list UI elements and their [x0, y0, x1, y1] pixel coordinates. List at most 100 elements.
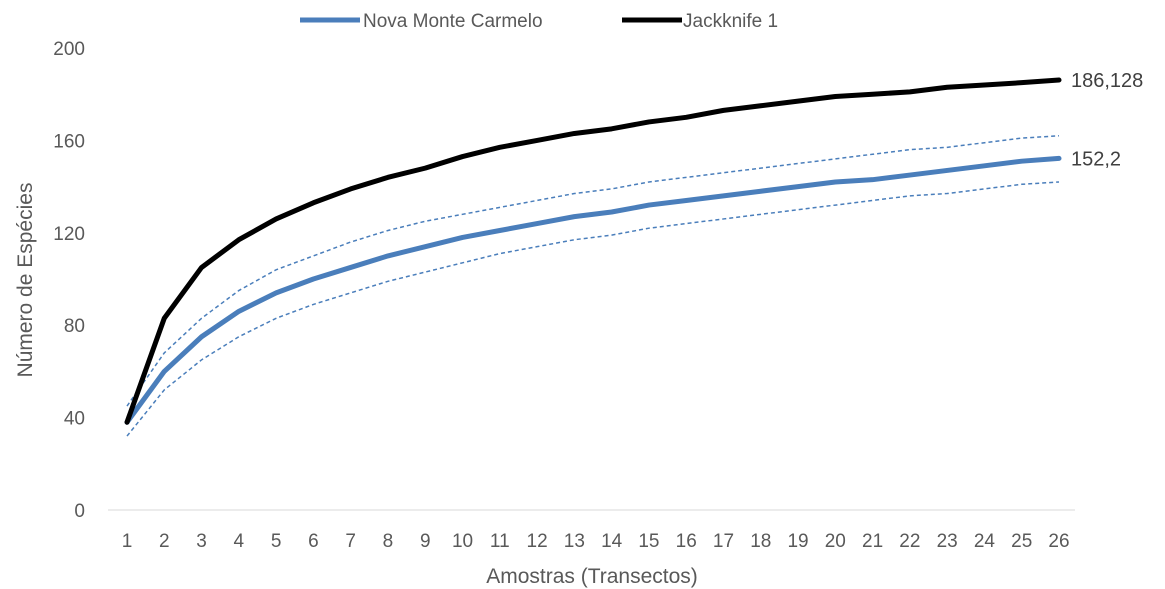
series-line-nova-monte-carmelo [124, 155, 1062, 425]
series-line-jackknife-1 [124, 77, 1062, 425]
data-point-jackknife-1 [1019, 80, 1024, 85]
x-tick-label: 22 [899, 531, 920, 552]
x-tick-label: 23 [937, 531, 958, 552]
data-point-jackknife-1 [982, 82, 987, 87]
data-series [124, 77, 1062, 425]
y-tick-label: 80 [64, 316, 85, 337]
data-point-nova-monte-carmelo [609, 210, 614, 215]
data-point-jackknife-1 [348, 186, 353, 191]
data-point-nova-monte-carmelo [1057, 156, 1062, 161]
data-point-nova-monte-carmelo [684, 198, 689, 203]
y-tick-label: 40 [64, 409, 85, 430]
data-point-nova-monte-carmelo [982, 163, 987, 168]
legend-label-jackknife-1: Jackknife 1 [683, 11, 778, 32]
data-point-nova-monte-carmelo [796, 184, 801, 189]
data-point-nova-monte-carmelo [758, 189, 763, 194]
data-point-jackknife-1 [870, 92, 875, 97]
y-axis-title: Número de Espécies [14, 183, 37, 378]
y-axis-tick-labels: 0 40 80 120 160 200 [53, 39, 85, 522]
data-point-nova-monte-carmelo [385, 253, 390, 258]
x-tick-label: 2 [159, 531, 170, 552]
x-axis-tick-labels: 1 2 3 4 5 6 7 8 9 10 11 12 13 14 15 16 17 18 19 20 21 22 23 24 2… [122, 531, 1070, 552]
data-point-jackknife-1 [796, 99, 801, 104]
x-tick-label: 25 [1011, 531, 1032, 552]
data-point-jackknife-1 [385, 175, 390, 180]
x-tick-label: 10 [452, 531, 473, 552]
data-point-jackknife-1 [236, 237, 241, 242]
y-tick-label: 200 [53, 39, 85, 60]
data-point-jackknife-1 [721, 108, 726, 113]
x-tick-label: 19 [787, 531, 808, 552]
data-point-nova-monte-carmelo [162, 369, 167, 374]
x-tick-label: 9 [420, 531, 431, 552]
data-point-nova-monte-carmelo [870, 177, 875, 182]
data-point-jackknife-1 [274, 216, 279, 221]
data-point-nova-monte-carmelo [535, 221, 540, 226]
x-tick-label: 12 [527, 531, 548, 552]
end-value-labels: 152,2 186,128 [1071, 70, 1143, 170]
end-label-jackknife-1: 186,128 [1071, 70, 1143, 92]
x-tick-label: 15 [638, 531, 659, 552]
data-point-jackknife-1 [162, 316, 167, 321]
y-tick-label: 160 [53, 131, 85, 152]
x-tick-label: 16 [676, 531, 697, 552]
x-tick-label: 7 [345, 531, 356, 552]
data-point-jackknife-1 [758, 103, 763, 108]
legend: Nova Monte Carmelo Jackknife 1 [300, 11, 778, 32]
x-tick-label: 8 [383, 531, 394, 552]
x-tick-label: 13 [564, 531, 585, 552]
x-tick-label: 11 [490, 531, 510, 552]
x-tick-label: 5 [271, 531, 282, 552]
data-point-nova-monte-carmelo [236, 309, 241, 314]
legend-label-nova-monte-carmelo: Nova Monte Carmelo [363, 11, 543, 32]
data-point-jackknife-1 [311, 200, 316, 205]
x-tick-label: 18 [750, 531, 771, 552]
data-point-jackknife-1 [945, 85, 950, 90]
confidence-band-lower-line [126, 181, 1060, 437]
end-label-nova-monte-carmelo: 152,2 [1071, 148, 1121, 170]
data-point-nova-monte-carmelo [833, 179, 838, 184]
data-point-jackknife-1 [199, 265, 204, 270]
data-point-jackknife-1 [646, 119, 651, 124]
data-point-jackknife-1 [907, 89, 912, 94]
data-point-nova-monte-carmelo [721, 193, 726, 198]
data-point-jackknife-1 [460, 154, 465, 159]
y-tick-label: 0 [74, 501, 85, 522]
x-tick-label: 1 [122, 531, 133, 552]
data-point-nova-monte-carmelo [311, 277, 316, 282]
x-tick-label: 14 [601, 531, 623, 552]
x-tick-label: 26 [1048, 531, 1069, 552]
data-point-nova-monte-carmelo [497, 228, 502, 233]
data-point-nova-monte-carmelo [907, 173, 912, 178]
data-point-nova-monte-carmelo [423, 244, 428, 249]
x-tick-label: 24 [974, 531, 996, 552]
x-tick-label: 3 [196, 531, 207, 552]
x-tick-label: 6 [308, 531, 319, 552]
x-tick-label: 21 [862, 531, 883, 552]
confidence-band-upper-line [126, 135, 1060, 407]
x-tick-label: 4 [234, 531, 245, 552]
data-point-jackknife-1 [609, 126, 614, 131]
data-point-nova-monte-carmelo [199, 334, 204, 339]
data-point-nova-monte-carmelo [460, 235, 465, 240]
y-tick-label: 120 [53, 224, 85, 245]
data-point-nova-monte-carmelo [348, 265, 353, 270]
data-point-jackknife-1 [572, 131, 577, 136]
data-point-nova-monte-carmelo [945, 168, 950, 173]
data-point-jackknife-1 [125, 420, 130, 425]
data-point-jackknife-1 [833, 94, 838, 99]
data-point-jackknife-1 [497, 145, 502, 150]
data-point-nova-monte-carmelo [274, 290, 279, 295]
data-point-jackknife-1 [423, 166, 428, 171]
data-point-nova-monte-carmelo [572, 214, 577, 219]
data-point-jackknife-1 [684, 115, 689, 120]
data-point-jackknife-1 [535, 138, 540, 143]
confidence-bands [126, 135, 1060, 437]
data-point-nova-monte-carmelo [1019, 159, 1024, 164]
data-point-nova-monte-carmelo [646, 203, 651, 208]
data-point-jackknife-1 [1057, 78, 1062, 83]
x-tick-label: 17 [713, 531, 734, 552]
x-tick-label: 20 [825, 531, 846, 552]
x-axis-title: Amostras (Transectos) [486, 565, 698, 588]
